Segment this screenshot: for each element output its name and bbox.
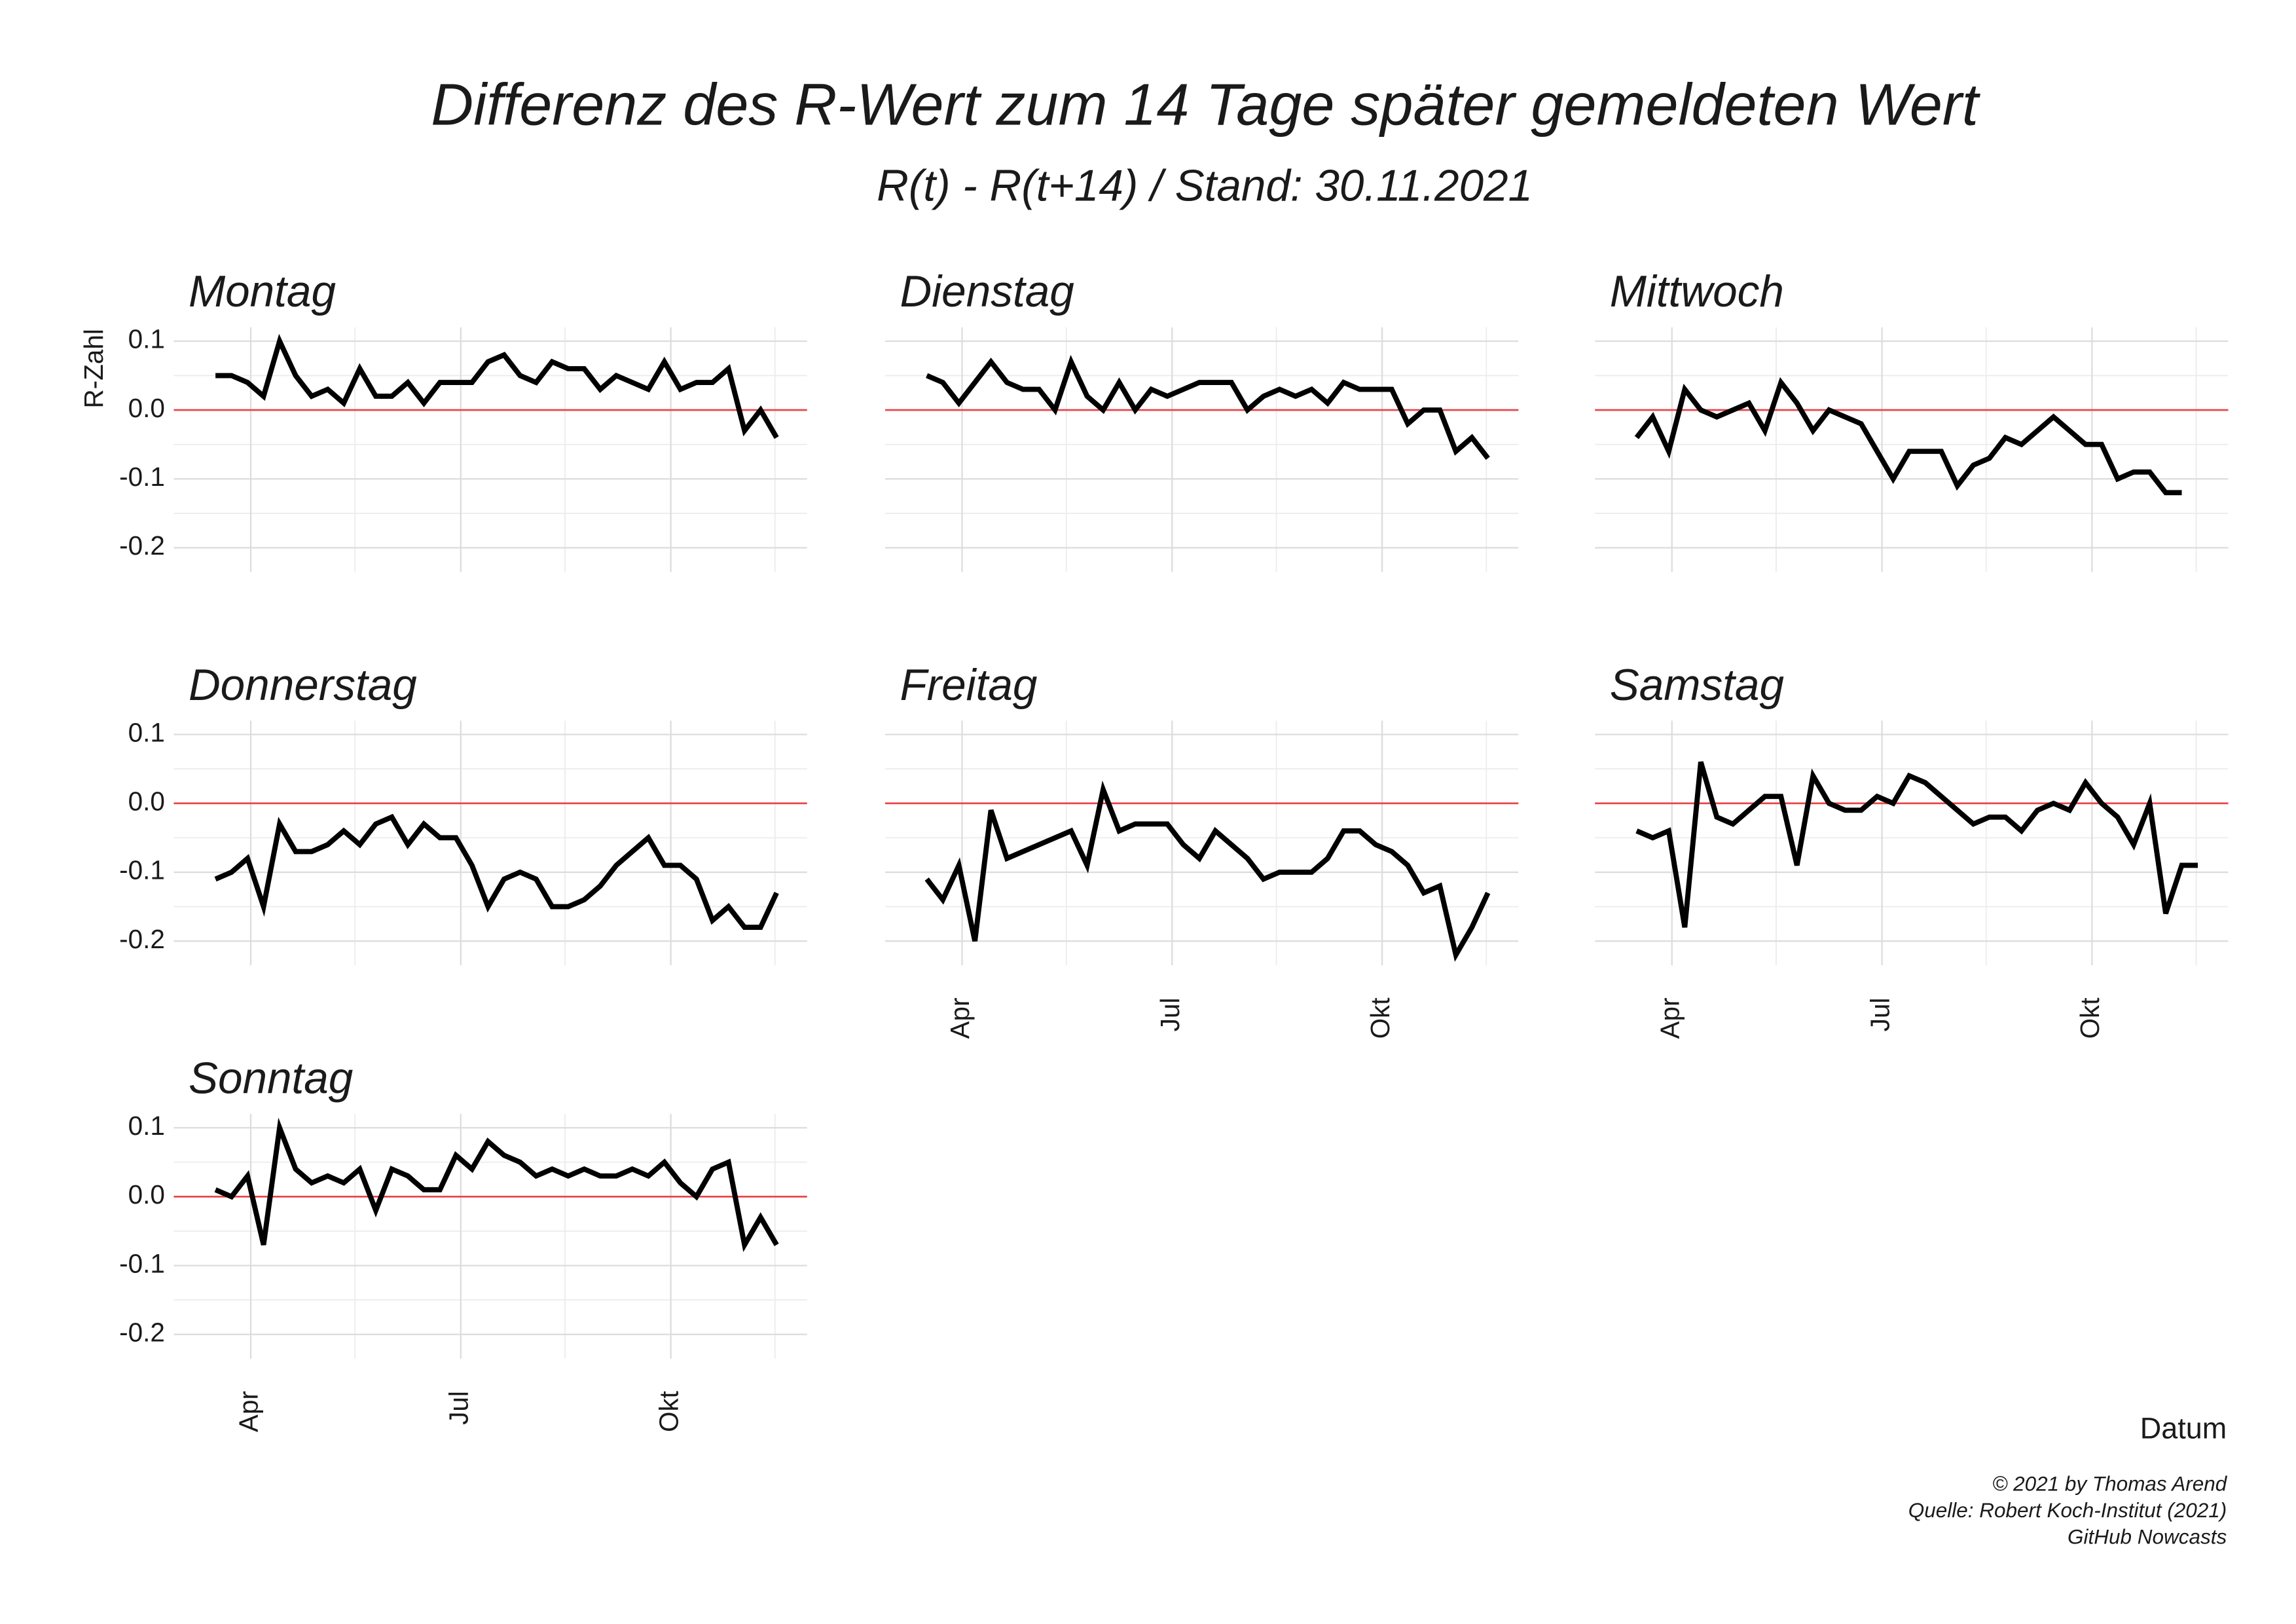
- y-tick-label: -0.2: [119, 1317, 165, 1347]
- y-tick-label: 0.0: [128, 1179, 165, 1209]
- caption: Quelle: Robert Koch-Institut (2021): [1908, 1498, 2227, 1522]
- line: [926, 354, 1490, 460]
- x-tick-label: Okt: [1365, 997, 1395, 1039]
- y-tick-label: 0.1: [128, 324, 165, 354]
- line: [215, 333, 779, 439]
- caption: © 2021 by Thomas Arend: [1992, 1471, 2228, 1495]
- facet-title: Samstag: [1610, 661, 1784, 710]
- line: [1635, 761, 2198, 928]
- x-tick-label: Apr: [1654, 997, 1685, 1039]
- line: [1634, 377, 2182, 496]
- y-tick-label: -0.1: [119, 855, 165, 885]
- x-tick-label: Jul: [443, 1391, 473, 1425]
- x-tick-label: Okt: [2075, 997, 2105, 1039]
- facet-title: Freitag: [900, 661, 1037, 710]
- line: [214, 1117, 779, 1253]
- x-tick-label: Jul: [1865, 997, 1895, 1031]
- y-tick-label: -0.1: [119, 1248, 165, 1278]
- y-tick-label: 0.0: [128, 393, 165, 423]
- x-tick-label: Apr: [945, 997, 975, 1039]
- y-axis-label: R-Zahl: [79, 329, 109, 408]
- y-tick-label: 0.1: [128, 717, 165, 747]
- line: [214, 813, 779, 931]
- facet-title: Donnerstag: [189, 661, 417, 710]
- y-tick-label: -0.2: [119, 530, 165, 561]
- x-tick-label: Apr: [234, 1391, 264, 1432]
- chart-subtitle: R(t) - R(t+14) / Stand: 30.11.2021: [877, 161, 1533, 210]
- facet-title: Sonntag: [189, 1054, 353, 1103]
- y-tick-label: 0.1: [128, 1111, 165, 1141]
- facet-title: Montag: [189, 267, 336, 316]
- chart-title: Differenz des R-Wert zum 14 Tage später …: [431, 73, 1981, 138]
- y-tick-label: -0.2: [119, 924, 165, 954]
- x-axis-label: Datum: [2140, 1412, 2227, 1445]
- facet-title: Mittwoch: [1610, 267, 1784, 316]
- y-tick-label: -0.1: [119, 462, 165, 492]
- caption: GitHub Nowcasts: [2068, 1524, 2227, 1548]
- y-tick-label: 0.0: [128, 786, 165, 816]
- line: [924, 780, 1491, 962]
- facet-title: Dienstag: [900, 267, 1074, 316]
- x-tick-label: Okt: [653, 1391, 683, 1432]
- x-tick-label: Jul: [1155, 997, 1185, 1031]
